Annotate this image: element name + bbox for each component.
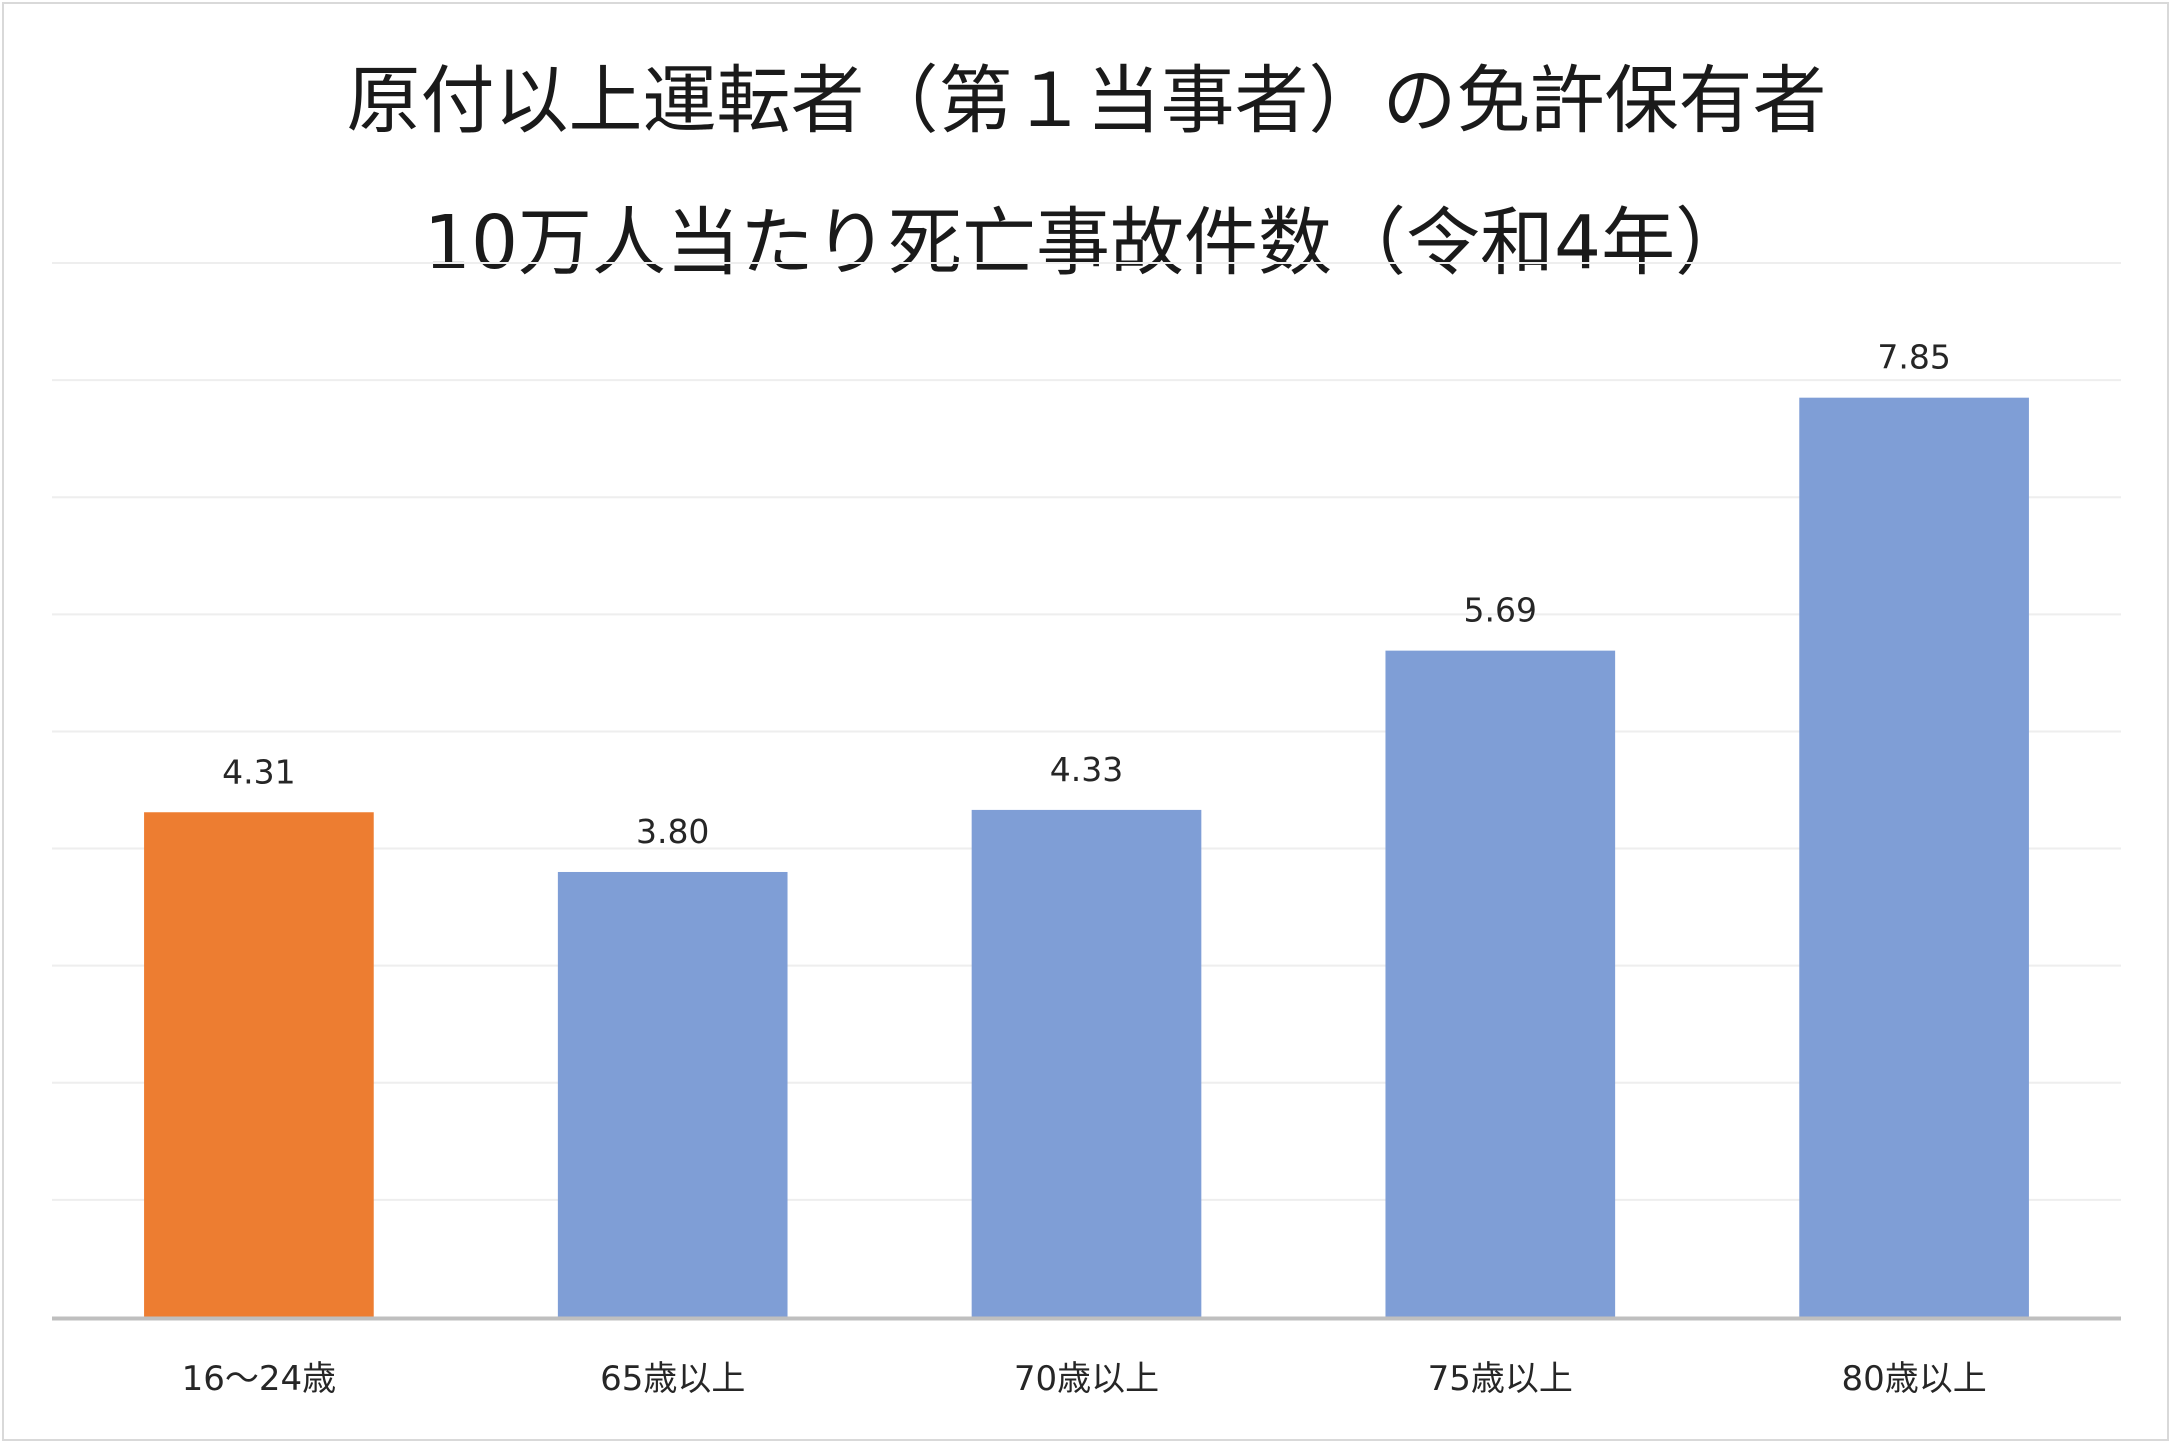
- category-labels: 16～24歳 65歳以上 70歳以上 75歳以上 80歳以上: [182, 1359, 1987, 1399]
- chart-title-line-2: 10万人当たり死亡事故件数（令和4年）: [423, 200, 1750, 286]
- bar-4: [1799, 397, 2029, 1318]
- category-label-2: 70歳以上: [1014, 1359, 1159, 1399]
- bar-3: [1385, 650, 1616, 1317]
- category-label-1: 65歳以上: [600, 1359, 745, 1399]
- chart-title-line-1: 原付以上運転者（第１当事者）の免許保有者: [346, 58, 1827, 144]
- bar-2: [971, 809, 1202, 1317]
- data-label-2: 4.33: [1050, 750, 1123, 789]
- data-label-3: 5.69: [1464, 591, 1537, 630]
- category-label-0: 16～24歳: [182, 1359, 337, 1399]
- bar-1: [557, 871, 788, 1317]
- data-label-0: 4.31: [222, 752, 295, 791]
- bars: [144, 397, 2029, 1318]
- data-label-4: 7.85: [1877, 338, 1950, 377]
- category-label-3: 75歳以上: [1428, 1359, 1573, 1399]
- data-labels: 4.31 3.80 4.33 5.69 7.85: [222, 338, 1951, 851]
- category-label-4: 80歳以上: [1841, 1359, 1986, 1399]
- data-label-1: 3.80: [636, 812, 709, 851]
- bar-0: [144, 812, 374, 1317]
